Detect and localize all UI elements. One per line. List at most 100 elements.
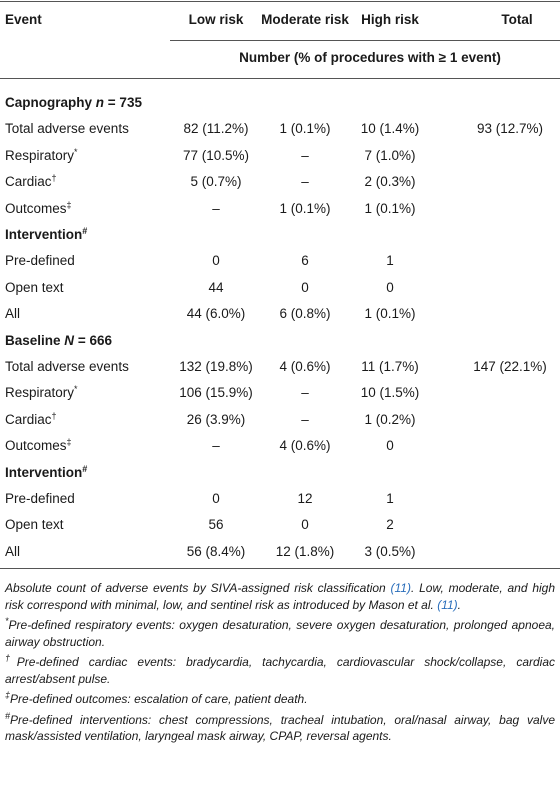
- footnote: #Pre-defined interventions: chest compre…: [5, 710, 555, 745]
- footnote-text: Pre-defined respiratory events: oxygen d…: [5, 618, 555, 649]
- label: Cardiac: [5, 174, 52, 190]
- citation: (11): [437, 597, 458, 612]
- cell: 1 (0.2%): [364, 411, 416, 427]
- cell: 82 (11.2%): [183, 121, 249, 137]
- footnote-text: . Low, moderate, and high risk correspon…: [5, 581, 556, 612]
- row-label: Pre-defined: [5, 252, 75, 270]
- footnotes: Absolute count of adverse events by SIVA…: [5, 580, 555, 749]
- cell: 4 (0.6%): [279, 359, 331, 374]
- cell: 6 (0.8%): [279, 306, 331, 322]
- cell: –: [212, 438, 220, 454]
- footnote-text: Pre-defined cardiac events: bradycardia,…: [5, 655, 555, 686]
- cell: 44: [208, 279, 224, 295]
- cell: 2 (0.3%): [364, 174, 416, 190]
- footnote-mark: #: [82, 463, 88, 474]
- cell: 10 (1.4%): [360, 121, 420, 137]
- cell: 12: [297, 491, 313, 506]
- label: Capnography: [5, 95, 93, 110]
- label: Baseline: [5, 332, 61, 348]
- rule: [0, 78, 560, 79]
- cell: 0: [301, 517, 309, 533]
- row-label: Pre-defined: [5, 490, 75, 508]
- row-label: All: [5, 543, 20, 561]
- footnote-mark: *: [74, 146, 78, 157]
- section-label: Capnography n = 735: [5, 94, 142, 112]
- row-label: All: [5, 305, 20, 323]
- label: Outcomes: [5, 438, 67, 454]
- label: All: [5, 543, 21, 559]
- footnote-text: Absolute count of adverse events by SIVA…: [5, 581, 391, 595]
- column-header: High risk: [361, 12, 419, 27]
- footnote-mark: *: [5, 616, 9, 626]
- cell: 93 (12.7%): [476, 121, 544, 137]
- column-header: Event: [5, 12, 42, 27]
- footnote-text: .: [457, 597, 461, 612]
- rule: [0, 568, 560, 569]
- label: Total adverse events: [5, 359, 129, 374]
- cell: 7 (1.0%): [364, 147, 416, 163]
- row-label: Outcomes‡: [5, 200, 72, 218]
- cell: –: [301, 174, 309, 190]
- footnote: †Pre-defined cardiac events: bradycardia…: [5, 654, 555, 687]
- cell: 12 (1.8%): [275, 543, 335, 559]
- label: Intervention: [5, 227, 83, 242]
- section-label: Intervention#: [5, 464, 87, 482]
- stat-symbol: n: [95, 95, 105, 110]
- cell: 1 (0.1%): [364, 306, 416, 322]
- rule: [0, 1, 560, 2]
- label: Respiratory: [5, 385, 75, 401]
- cell: –: [301, 411, 309, 427]
- cell: 0: [212, 253, 220, 269]
- stat-value: = 666: [77, 332, 112, 348]
- label: Cardiac: [5, 411, 52, 427]
- footnote-mark: †: [5, 653, 17, 663]
- row-label: Respiratory*: [5, 384, 78, 402]
- footnote-text: Pre-defined interventions: chest compres…: [5, 712, 555, 744]
- subheader: Number (% of procedures with ≥ 1 event): [239, 50, 501, 65]
- cell: –: [301, 385, 309, 401]
- label: Pre-defined: [5, 253, 75, 269]
- row-label: Open text: [5, 516, 64, 534]
- cell: 2: [386, 517, 394, 533]
- cell: 0: [301, 279, 309, 295]
- column-header: Total: [501, 12, 533, 27]
- label: Pre-defined: [5, 491, 75, 506]
- section-label: Intervention#: [5, 226, 87, 244]
- stat-symbol: N: [64, 332, 75, 348]
- cell: 4 (0.6%): [279, 438, 331, 454]
- row-label: Outcomes‡: [5, 437, 72, 455]
- label: Respiratory: [5, 147, 75, 163]
- footnote: Absolute count of adverse events by SIVA…: [5, 580, 555, 613]
- footnote-mark: *: [74, 384, 78, 395]
- cell: 11 (1.7%): [361, 359, 419, 374]
- label: All: [5, 306, 21, 322]
- row-label: Cardiac†: [5, 173, 57, 191]
- cell: 44 (6.0%): [186, 306, 246, 322]
- footnote: ‡Pre-defined outcomes: escalation of car…: [5, 691, 555, 708]
- footnote-mark: #: [5, 710, 11, 721]
- label: Total adverse events: [5, 121, 129, 137]
- cell: 0: [212, 491, 220, 506]
- row-label: Respiratory*: [5, 147, 78, 165]
- row-label: Cardiac†: [5, 411, 57, 429]
- row-label: Total adverse events: [5, 120, 129, 138]
- label: Open text: [5, 279, 64, 295]
- cell: 106 (15.9%): [179, 385, 253, 401]
- cell: 5 (0.7%): [190, 174, 242, 190]
- cell: 1: [386, 253, 394, 269]
- label: Intervention: [5, 464, 83, 480]
- cell: 0: [386, 279, 394, 295]
- cell: –: [301, 147, 309, 163]
- footnote-mark: †: [51, 173, 57, 184]
- label: Outcomes: [5, 200, 67, 216]
- footnote-text: Pre-defined outcomes: escalation of care…: [10, 692, 308, 706]
- cell: 1: [386, 491, 394, 506]
- cell: 56: [208, 517, 224, 533]
- stat-value: = 735: [107, 95, 142, 110]
- label: Open text: [5, 517, 64, 533]
- cell: 26 (3.9%): [186, 411, 246, 427]
- cell: 1 (0.1%): [364, 200, 416, 216]
- footnote-mark: ‡: [66, 437, 72, 448]
- cell: 1 (0.1%): [279, 121, 331, 137]
